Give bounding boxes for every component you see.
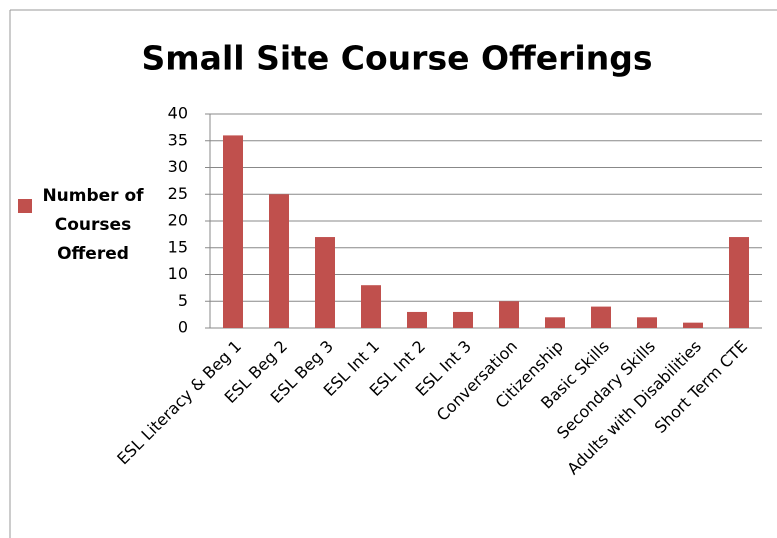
bar xyxy=(453,311,473,328)
y-tick-label: 35 xyxy=(168,130,188,149)
legend-key xyxy=(18,198,32,213)
bar xyxy=(499,301,519,328)
chart-title: Small Site Course Offerings xyxy=(142,39,653,78)
bar xyxy=(269,194,289,328)
y-tick-label: 40 xyxy=(168,104,188,123)
y-tick-label: 10 xyxy=(168,264,188,283)
y-tick-label: 25 xyxy=(168,184,188,203)
y-tick-label: 5 xyxy=(178,291,188,310)
bar xyxy=(545,317,565,328)
y-tick-label: 20 xyxy=(168,211,188,230)
legend-label: Number of Courses Offered xyxy=(42,186,144,264)
bar xyxy=(361,285,381,328)
legend: Number of Courses Offered xyxy=(18,182,158,269)
x-tick-label: Conversation xyxy=(433,337,521,425)
bar xyxy=(315,237,335,328)
bar xyxy=(591,306,611,328)
y-tick-label: 15 xyxy=(168,237,188,256)
x-tick-label: ESL Literacy & Beg 1 xyxy=(113,337,245,469)
bar xyxy=(407,311,427,328)
bar xyxy=(223,135,243,328)
y-tick-label: 30 xyxy=(168,157,188,176)
bar xyxy=(683,322,703,328)
bar xyxy=(729,237,749,328)
y-tick-label: 0 xyxy=(178,318,188,337)
bar xyxy=(637,317,657,328)
